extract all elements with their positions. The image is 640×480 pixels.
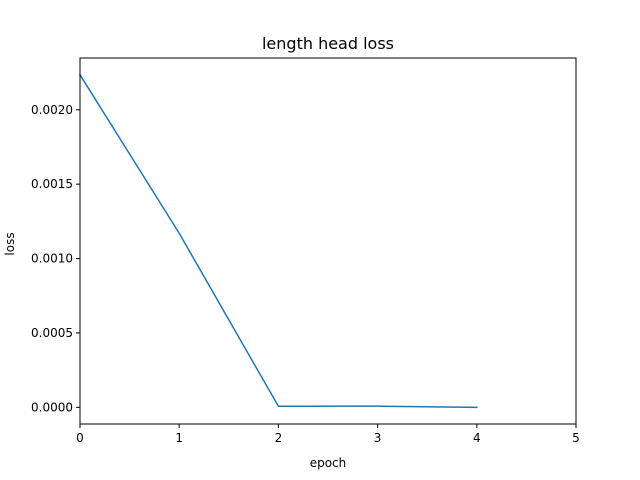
series-line-0 [78,73,478,409]
plot-frame [79,57,577,425]
x-tick-label: 0 [76,431,84,445]
x-tick-label: 2 [275,431,283,445]
x-tick-label: 1 [175,431,183,445]
y-tick-label: 0.0020 [31,103,73,117]
data-point [178,233,180,235]
y-axis: 0.0000 0.0005 0.0010 0.0015 0.0020 [31,103,80,414]
data-point [476,407,478,409]
y-axis-label: loss [3,232,17,255]
plot-area [78,73,478,409]
y-tick-label: 0.0015 [31,177,73,191]
x-axis: 0 1 2 3 4 5 [76,424,580,445]
chart-title: length head loss [262,34,394,53]
x-axis-label: epoch [310,456,347,470]
data-point [377,405,379,407]
y-tick-label: 0.0000 [31,400,73,414]
data-point [278,406,280,408]
x-tick-label: 5 [572,431,580,445]
y-tick-label: 0.0010 [31,252,73,266]
x-tick-label: 4 [473,431,481,445]
x-tick-label: 3 [374,431,382,445]
y-tick-label: 0.0005 [31,326,73,340]
